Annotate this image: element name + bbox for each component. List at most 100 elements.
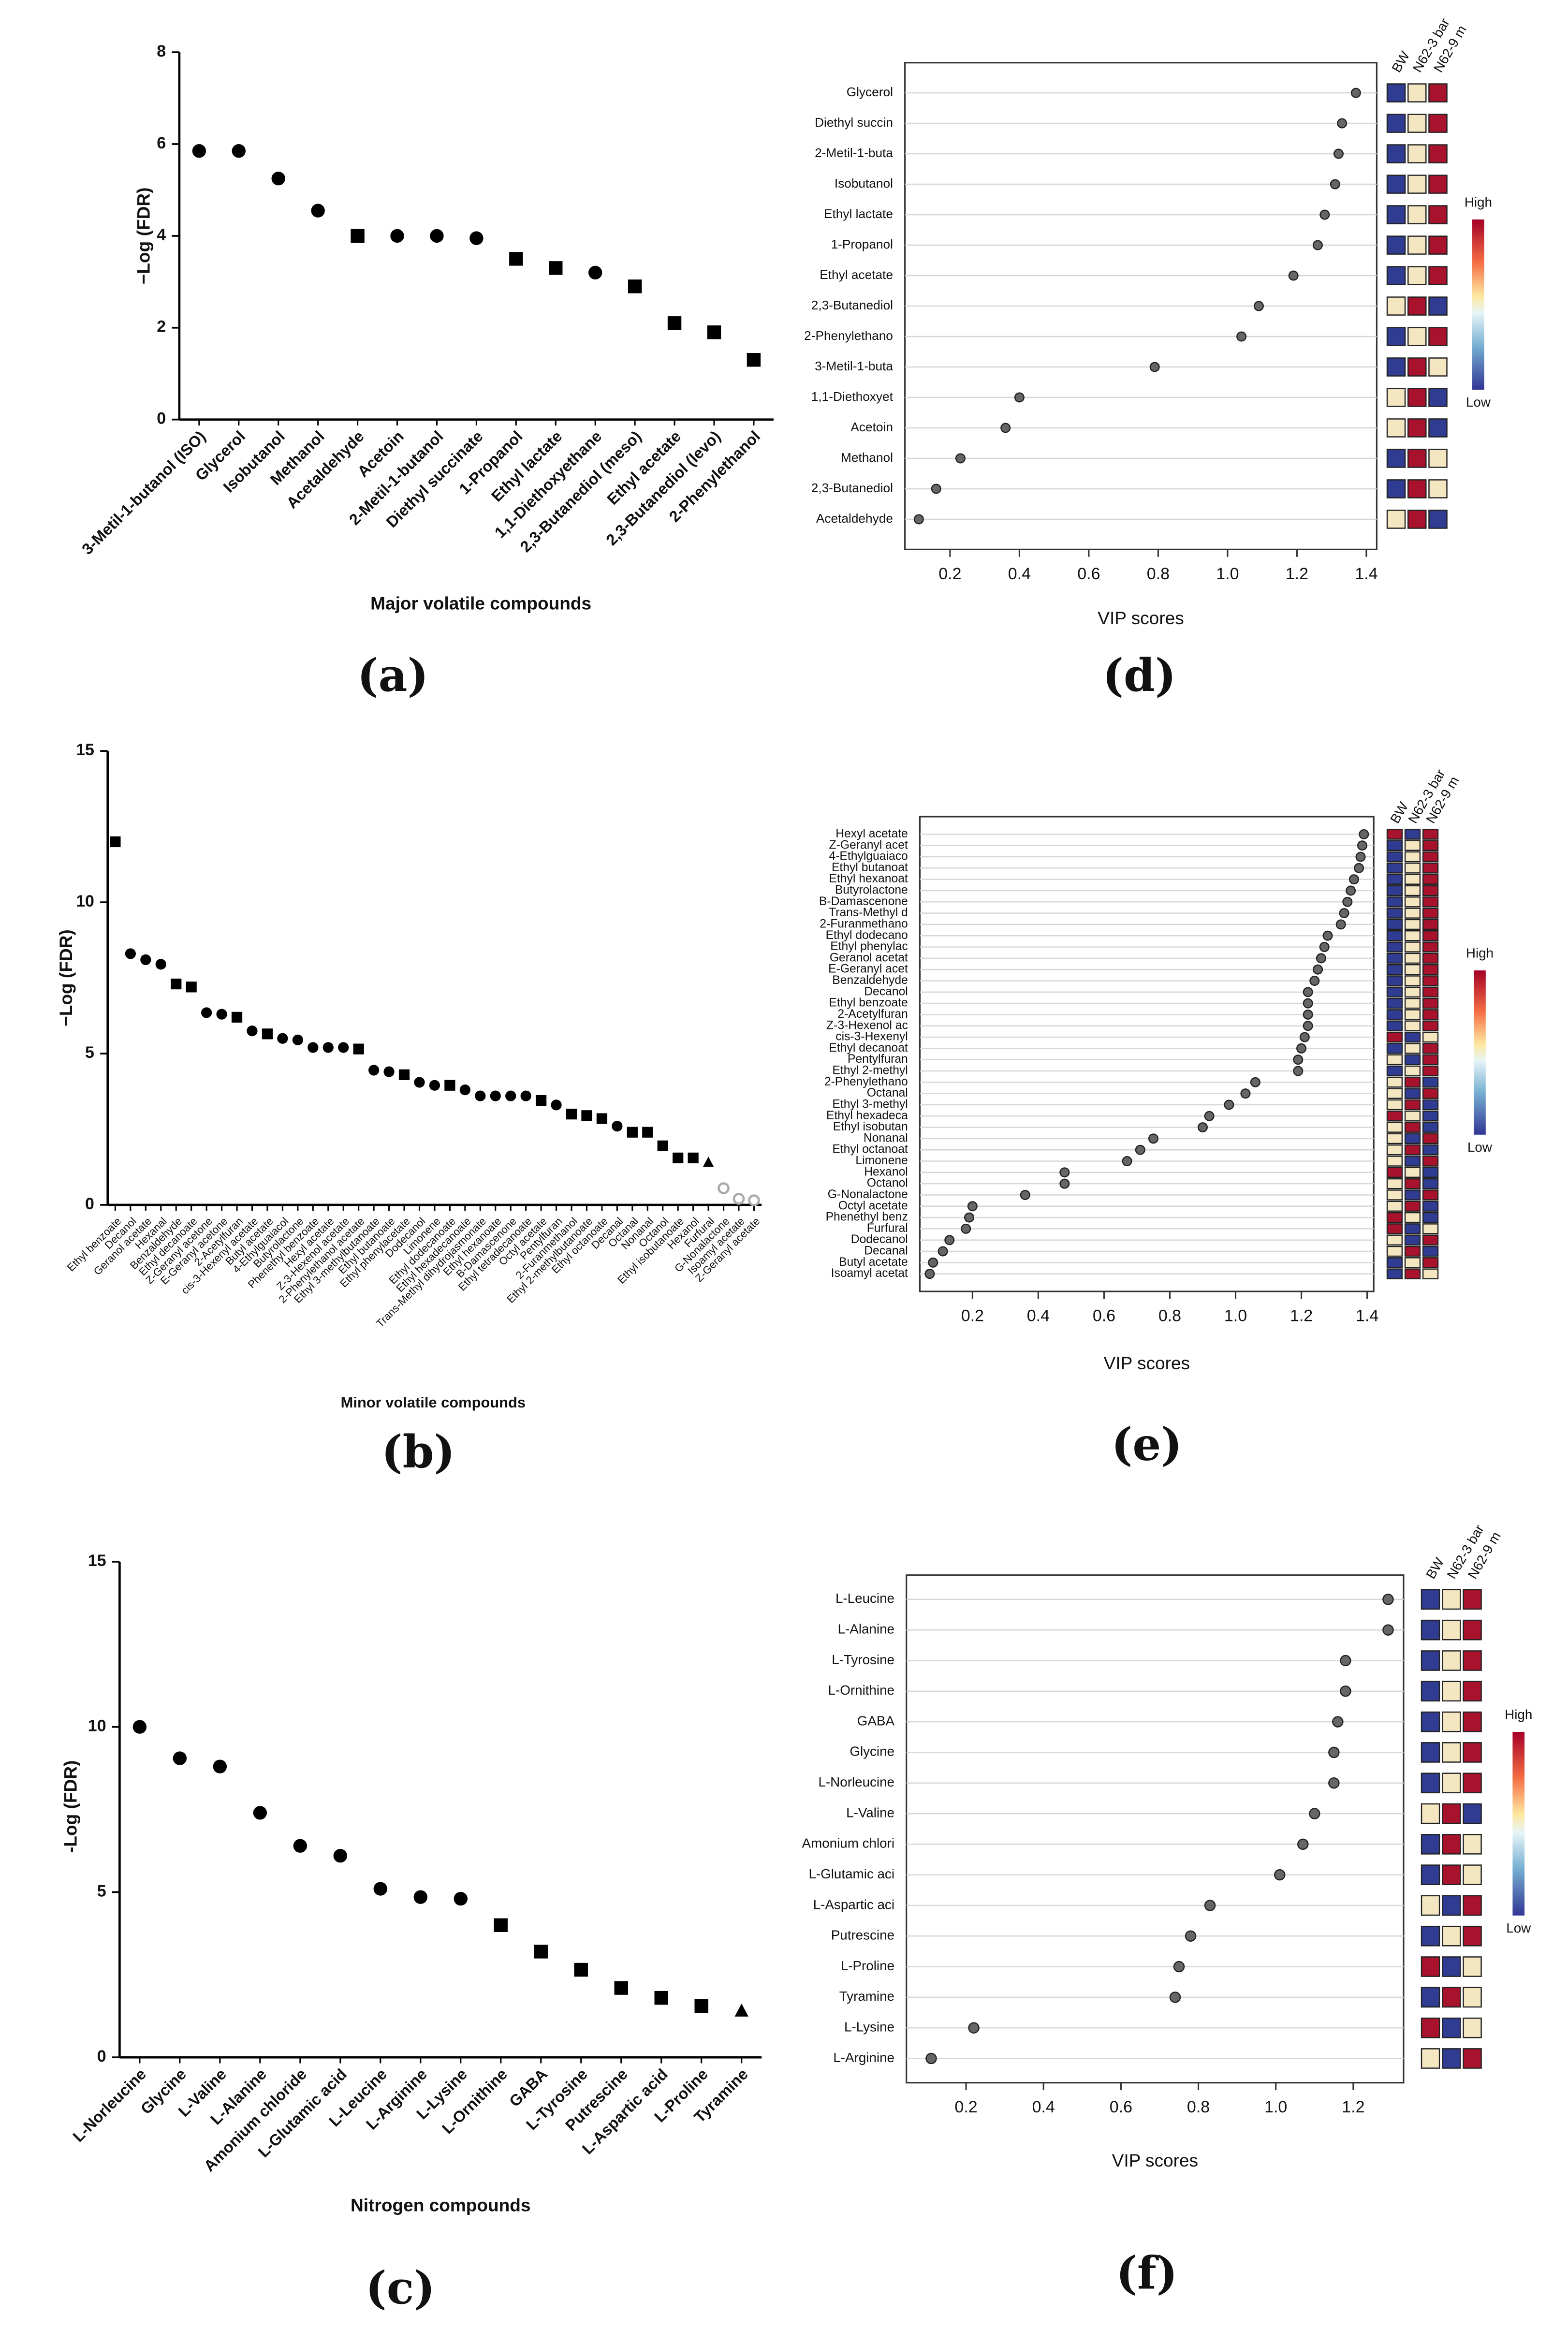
dot	[1173, 1961, 1185, 1973]
x-axis-label: Nitrogen compounds	[351, 2195, 531, 2215]
heat-cell	[1463, 1925, 1482, 1947]
dot	[1299, 1032, 1310, 1042]
dot	[938, 1246, 948, 1257]
heat-cell	[1407, 449, 1427, 468]
heat-cell	[1404, 1031, 1421, 1043]
heat-cell	[1422, 1088, 1439, 1099]
row-label: 1-Propanol	[831, 237, 893, 251]
heat-cell	[1386, 863, 1403, 874]
heat-cell	[1428, 83, 1448, 103]
heat-cell	[1422, 941, 1439, 952]
y-tick-label: 15	[88, 1552, 106, 1570]
heat-cell	[1386, 357, 1406, 377]
heat-cell	[1422, 997, 1439, 1009]
marker	[520, 1090, 531, 1101]
dot	[1348, 874, 1359, 885]
row-label: Butyl acetate	[839, 1256, 908, 1269]
heat-cell	[1407, 175, 1427, 194]
row-label: Z-Geranyl acet	[829, 838, 908, 851]
row-label: L-Leucine	[835, 1591, 894, 1606]
row-label: Trans-Methyl d	[829, 906, 908, 919]
heat-cell	[1404, 1201, 1421, 1212]
dot	[931, 483, 941, 494]
marker	[232, 144, 246, 158]
heat-cell	[1421, 2017, 1440, 2038]
heat-cell	[1386, 874, 1403, 885]
marker	[413, 1890, 427, 1904]
dot	[1185, 1930, 1197, 1942]
heat-cell	[1386, 327, 1406, 346]
dot	[964, 1212, 975, 1223]
heat-cell	[1422, 1031, 1439, 1043]
dot	[1337, 118, 1348, 129]
dot	[1297, 1838, 1309, 1850]
heat-cell	[1422, 1245, 1439, 1257]
y-tick-label: 0	[97, 2047, 106, 2066]
plot-frame	[919, 816, 1375, 1292]
x-axis-label: VIP scores	[1104, 1353, 1190, 1373]
row-label: Ethyl octanoat	[832, 1143, 908, 1156]
heat-cell	[1428, 510, 1448, 529]
heat-cell	[1442, 1619, 1461, 1641]
x-tick-label: 1.0	[1224, 1306, 1247, 1325]
heat-cell	[1428, 327, 1448, 346]
heat-cell	[1421, 1956, 1440, 1977]
heat-cell	[1463, 1650, 1482, 1671]
heat-cell	[1386, 975, 1403, 986]
dot	[1332, 1716, 1344, 1728]
dot	[1309, 1808, 1320, 1819]
x-tick-label: 1.4	[1355, 565, 1377, 583]
x-tick-label: 1.0	[1264, 2098, 1287, 2116]
heat-cell	[1442, 1895, 1461, 1916]
dot	[1059, 1167, 1070, 1178]
heat-cell	[1404, 941, 1421, 952]
heat-cell	[1404, 885, 1421, 896]
heat-cell	[1422, 829, 1439, 840]
heat-cell	[1404, 863, 1421, 874]
marker	[414, 1077, 425, 1088]
heat-cell	[1404, 919, 1421, 930]
heat-cell	[1386, 1223, 1403, 1234]
heat-cell	[1422, 1133, 1439, 1144]
row-label: Ethyl benzoate	[829, 996, 908, 1010]
dot	[1250, 1077, 1260, 1087]
row-label: E-Geranyl acet	[828, 963, 908, 976]
heat-cell	[1386, 418, 1406, 438]
heat-cell	[1386, 952, 1403, 964]
heat-cell	[1421, 1773, 1440, 1794]
row-label: Ethyl butanoat	[832, 861, 908, 874]
marker	[596, 1113, 608, 1124]
heat-cell	[1428, 175, 1448, 194]
heat-cell	[1428, 144, 1448, 163]
x-tick-label: 0.8	[1158, 1306, 1181, 1325]
x-tick-label: 1.2	[1342, 2098, 1364, 2116]
heat-cell	[1407, 418, 1427, 438]
heat-cell	[1404, 1245, 1421, 1257]
heat-cell	[1422, 1144, 1439, 1156]
colorbar-label: High	[1505, 1707, 1532, 1722]
row-label: Ethyl phenylac	[830, 940, 908, 953]
panel-label: (a)	[357, 649, 429, 702]
marker	[292, 1034, 303, 1045]
heat-cell	[1404, 1054, 1421, 1065]
dot	[1296, 1043, 1307, 1054]
dot	[1148, 1133, 1158, 1144]
heat-cell	[1422, 1077, 1439, 1088]
heat-cell	[1404, 1111, 1421, 1122]
heat-cell	[1386, 896, 1403, 908]
dot	[1303, 987, 1313, 997]
marker	[110, 836, 121, 848]
heat-cell	[1422, 1020, 1439, 1032]
dot	[1316, 953, 1326, 964]
heat-cell	[1421, 1895, 1440, 1916]
heat-cell	[1422, 1009, 1439, 1020]
heat-cell	[1386, 941, 1403, 952]
heat-cell	[1463, 2048, 1482, 2069]
heat-cell	[1428, 479, 1448, 498]
row-label: Decanal	[864, 1245, 908, 1258]
heat-cell	[1407, 327, 1427, 346]
panel-label: (c)	[366, 2261, 435, 2314]
heat-cell	[1463, 1773, 1482, 1794]
colorbar	[1512, 1731, 1525, 1916]
heat-cell	[1386, 885, 1403, 896]
